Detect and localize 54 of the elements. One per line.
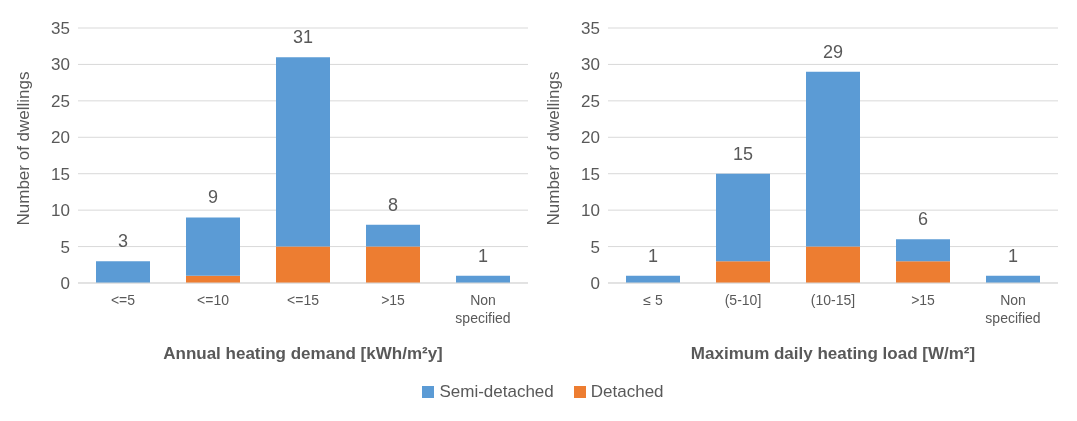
y-axis-title: Number of dwellings xyxy=(14,71,34,226)
bar xyxy=(716,261,770,283)
bar xyxy=(276,57,330,247)
bar xyxy=(186,217,240,276)
x-tick-label: <=5 xyxy=(110,292,136,308)
bar xyxy=(366,246,420,283)
legend-label: Semi-detached xyxy=(438,382,554,402)
bar xyxy=(896,239,950,262)
y-tick-label: 25 xyxy=(581,91,600,111)
x-tick-label: <=10 xyxy=(197,292,230,308)
total-label: 6 xyxy=(917,209,929,230)
y-tick-label: 15 xyxy=(581,164,600,184)
y-tick-label: 10 xyxy=(51,201,70,221)
y-tick-label: 30 xyxy=(51,55,70,75)
y-tick-label: 10 xyxy=(581,201,600,221)
x-tick-label: >15 xyxy=(911,292,936,308)
y-tick-label: 5 xyxy=(590,237,600,257)
x-tick-label: >15 xyxy=(381,292,406,308)
x-axis-title: Annual heating demand [kWh/m²y] xyxy=(162,344,444,364)
total-label: 1 xyxy=(647,245,659,266)
total-label: 8 xyxy=(387,194,399,215)
bar xyxy=(806,71,860,247)
x-tick-label: (5-10] xyxy=(724,292,762,308)
y-tick-label: 35 xyxy=(581,19,600,39)
x-tick-label: ≤ 5 xyxy=(643,292,663,308)
total-label: 1 xyxy=(1007,245,1019,266)
legend-label: Detached xyxy=(589,382,664,402)
y-tick-label: 15 xyxy=(51,164,70,184)
y-tick-label: 20 xyxy=(581,128,600,148)
bar xyxy=(806,246,860,283)
total-label: 29 xyxy=(822,41,844,62)
y-tick-label: 0 xyxy=(60,274,70,294)
x-tick-label: (10-15] xyxy=(810,292,856,308)
y-tick-label: 30 xyxy=(581,55,600,75)
y-axis-title: Number of dwellings xyxy=(544,71,564,226)
bar xyxy=(716,173,770,262)
total-label: 15 xyxy=(732,143,754,164)
x-tick-label: <=15 xyxy=(287,292,320,308)
total-label: 1 xyxy=(477,245,489,266)
x-tick-label: Non specified xyxy=(455,292,511,326)
x-tick-label: Non specified xyxy=(985,292,1041,326)
total-label: 31 xyxy=(292,27,314,48)
total-label: 3 xyxy=(117,231,129,252)
bar xyxy=(366,224,420,247)
y-tick-label: 0 xyxy=(590,274,600,294)
x-axis-title: Maximum daily heating load [W/m²] xyxy=(689,344,977,364)
total-label: 9 xyxy=(207,187,219,208)
bar xyxy=(276,246,330,283)
y-tick-label: 20 xyxy=(51,128,70,148)
y-tick-label: 35 xyxy=(51,19,70,39)
y-tick-label: 25 xyxy=(51,91,70,111)
y-tick-label: 5 xyxy=(60,237,70,257)
bar xyxy=(896,261,950,283)
bar xyxy=(96,261,150,283)
